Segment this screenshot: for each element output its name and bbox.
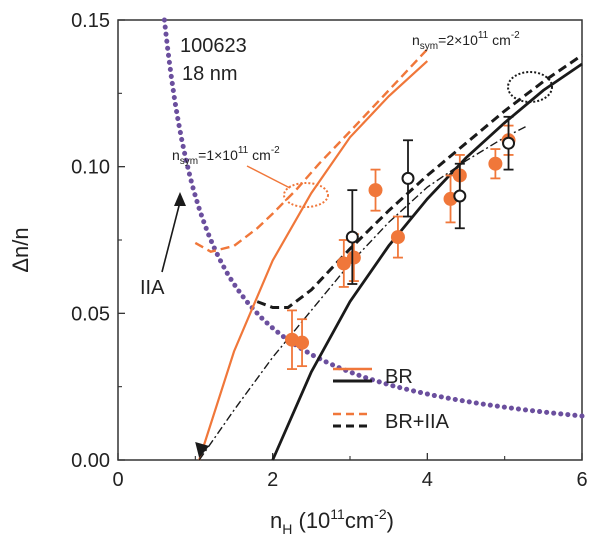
nsym1-eq: =1×10 [198,147,238,163]
legend: BR BR+IIA [333,366,450,433]
thickness-label: 18 nm [182,63,238,85]
x-axis-label-sub: H [282,521,292,537]
legend-briia-label: BR+IIA [385,411,450,433]
x-axis-label: nH (1011cm-2) [270,506,394,537]
nsym2-eq: =2×10 [438,32,478,48]
x-axis-label-paren-close: ) [387,508,394,533]
x-tick-label: 2 [267,469,278,491]
data-point-open [401,171,415,185]
nsym2-unit: cm [488,32,511,48]
iia-arrowhead [174,192,186,206]
data-point-filled [488,156,503,171]
curve-orange-dashed [194,48,429,253]
curve-purple-dotted-thick [161,17,585,419]
curve-black-solid [271,62,583,461]
curves [161,17,585,461]
nsym1-ellipse [283,182,329,208]
nsym1-sub: sym [180,156,198,167]
nsym1-unit: cm [248,147,271,163]
y-tick-label: 0.15 [71,10,110,32]
y-tick-label: 0.00 [71,450,110,472]
data-point-filled [346,250,361,265]
iia-label: IIA [140,277,165,299]
nsym1-unit-exp: -2 [271,145,280,156]
x-axis-label-unit: cm [345,508,374,533]
data-point-open [345,230,359,244]
nsym2-exp: 11 [478,30,489,41]
x-tick-label: 6 [576,469,587,491]
iia-arrow [161,201,181,273]
legend-br-label: BR [385,366,413,388]
nsym1-n: n [172,147,180,163]
data-points [285,115,516,370]
data-point-filled [368,183,383,198]
x-tick-label: 4 [422,469,433,491]
dashdot-arrowhead [195,442,210,458]
axis-ticks: 0 2 4 6 0.00 0.05 0.10 0.15 [71,10,588,491]
nsym2-sub: sym [420,41,438,52]
nsym1-label: nsym=1×1011 cm-2 [172,145,280,167]
sample-id-label: 100623 [180,35,247,57]
x-axis-label-unit-exp: -2 [374,506,387,522]
curve-black-dashdot [198,124,529,461]
curve-orange-solid [198,60,429,461]
nsym2-n: n [412,32,420,48]
y-tick-label: 0.10 [71,157,110,179]
data-point-filled [390,230,405,245]
y-tick-label: 0.05 [71,303,110,325]
nsym1-exp: 11 [238,145,249,156]
x-axis-label-main: n [270,508,282,533]
nsym1-leader [246,165,291,189]
data-point-open [502,136,516,150]
nsym2-ellipse [507,71,553,103]
x-tick-label: 0 [112,469,123,491]
curve-black-dashed [256,53,583,309]
data-point-filled [295,335,310,350]
nsym2-unit-exp: -2 [511,30,520,41]
y-axis-label: Δn/n [8,227,33,272]
data-point-open [453,189,467,203]
x-axis-label-paren-open: (10 [292,508,330,533]
nsym2-label: nsym=2×1011 cm-2 [412,30,520,52]
x-axis-label-exp: 11 [330,506,345,522]
